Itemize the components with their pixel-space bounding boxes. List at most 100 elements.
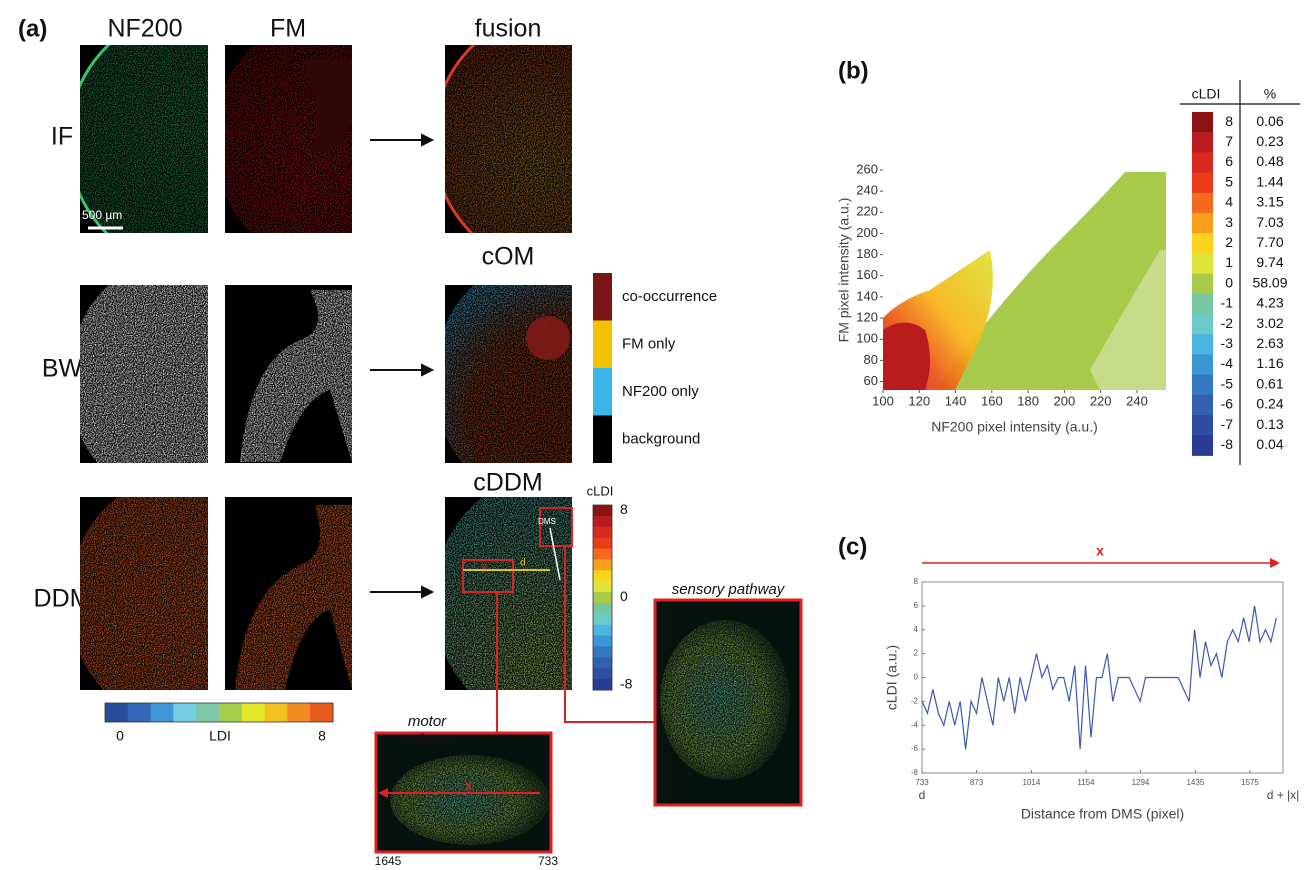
legend-label: co-occurrence (622, 288, 717, 305)
x-tick-label: 1294 (1132, 778, 1150, 787)
x-tick-label: 733 (915, 778, 929, 787)
table-level: -1 (1221, 295, 1234, 311)
image-row-if: 500 µm (80, 45, 572, 233)
scatter-density-path (1090, 250, 1166, 390)
colorbar-frame (104, 702, 334, 723)
x-tick-label: 220 (1090, 393, 1112, 408)
colorbar-cell (593, 624, 612, 637)
colorbar-cell (593, 515, 612, 528)
table-color-cell (1192, 152, 1213, 174)
colorbar-cell (593, 657, 612, 669)
table-color-cell (1192, 293, 1213, 315)
y-tick-label: -2 (911, 696, 919, 705)
colorbar-cell (593, 505, 612, 517)
colorbar-cell (593, 668, 612, 680)
chart-c: (c) x -8 -6 -4 -2 0 2 4 6 8 733 873 1014 1154 1294 1435 1… (838, 533, 1299, 821)
colorbar-cell (127, 703, 152, 722)
image-row-if-circle (80, 45, 208, 233)
image-row-if-circle (445, 45, 572, 233)
colorbar-cell (593, 646, 612, 658)
y-tick-label: 200 (856, 225, 878, 240)
table-level: 3 (1225, 214, 1233, 230)
motor-x-label: x (465, 777, 473, 792)
panel-label: (c) (838, 533, 867, 560)
data-line (921, 605, 1277, 750)
table-percent: 0.24 (1256, 396, 1283, 412)
inset-title: motor (408, 713, 447, 730)
table-color-cell (1192, 314, 1213, 335)
colorbar-tick-label: 0 (116, 728, 124, 744)
insets-ellipse (660, 620, 790, 780)
ldi-colorbar: LDI 0 8 (104, 702, 334, 744)
colorbar-cell (593, 679, 612, 691)
colorbar-cell (593, 570, 612, 582)
arrows (370, 133, 435, 599)
table-color-cell (1192, 435, 1213, 456)
inset-range-label: 1645 (375, 854, 402, 868)
table-percent: 7.03 (1256, 214, 1283, 230)
arrow-head (1270, 558, 1280, 568)
colorbar-cell (593, 559, 612, 571)
chart-b: (b)100 120 140 160 180 200 220 2406080100120140… (836, 57, 1300, 465)
x-tick-label: 100 (872, 393, 894, 408)
image-row-if-circle (225, 45, 352, 233)
colorbar-cell (593, 602, 612, 615)
table-percent: 3.02 (1256, 315, 1283, 331)
y-tick-label: -4 (911, 720, 919, 729)
inset-title: sensory pathway (672, 581, 786, 598)
x-tick-label: 1435 (1186, 778, 1204, 787)
y-axis-label: FM pixel intensity (a.u.) (836, 198, 852, 343)
y-tick-label: 6 (914, 601, 919, 610)
colorbar-label: LDI (209, 728, 231, 744)
table-color-cell (1192, 334, 1213, 355)
dms-label: DMS (538, 517, 556, 526)
table-percent: 1.16 (1256, 355, 1283, 371)
x-tick-label: 180 (1017, 393, 1039, 408)
table-color-cell (1192, 213, 1213, 234)
colorbar-tick-label: -8 (620, 675, 633, 691)
row-label: IF (51, 123, 73, 151)
colorbar-cell (593, 613, 612, 626)
table-percent: 0.61 (1256, 375, 1283, 391)
image-row-bw (80, 285, 572, 463)
colorbar-cell (593, 548, 612, 560)
table-percent: 58.09 (1252, 274, 1287, 290)
cddm-title: cDDM (473, 469, 542, 497)
y-tick-label: -6 (911, 744, 919, 753)
x-axis-label: Distance from DMS (pixel) (1021, 806, 1184, 822)
table-percent: 0.13 (1256, 416, 1283, 432)
insets: x motor pathway sensory pathway 1645 733 (374, 546, 803, 868)
table-header: % (1264, 86, 1276, 102)
colorbar-tick-label: 0 (620, 588, 628, 604)
table-percent: 9.74 (1256, 254, 1283, 270)
table-percent: 0.48 (1256, 153, 1283, 169)
image-row-bw-path (280, 390, 352, 462)
legend-swatch (593, 368, 612, 416)
image-row-if-path (300, 60, 352, 152)
image-row-ddm-rect (539, 507, 573, 547)
table-color-cell (1192, 273, 1213, 295)
table-level: -6 (1221, 396, 1234, 412)
table-level: -8 (1221, 436, 1234, 452)
column-header: fusion (475, 15, 542, 43)
table-level: 0 (1225, 274, 1233, 290)
colorbar-tick-label: 8 (318, 728, 326, 744)
colorbar-cell (241, 703, 266, 722)
table-percent: 1.44 (1256, 173, 1283, 189)
panel-label: (a) (18, 15, 47, 42)
table-color-cell (1192, 374, 1213, 396)
legend-swatch (593, 273, 612, 321)
table-header: cLDI (1192, 86, 1221, 102)
scatter-density-path (935, 172, 1166, 390)
colorbar-cell (173, 703, 197, 722)
y-tick-label: 80 (864, 352, 878, 367)
insets-ellipse (390, 755, 550, 845)
y-tick-label: 140 (856, 288, 878, 303)
com-title: cOM (482, 243, 535, 271)
colorbar-cell (196, 703, 220, 722)
y-tick-label: 100 (856, 331, 878, 346)
table-color-cell (1192, 172, 1213, 194)
y-tick-label: 0 (914, 673, 919, 682)
